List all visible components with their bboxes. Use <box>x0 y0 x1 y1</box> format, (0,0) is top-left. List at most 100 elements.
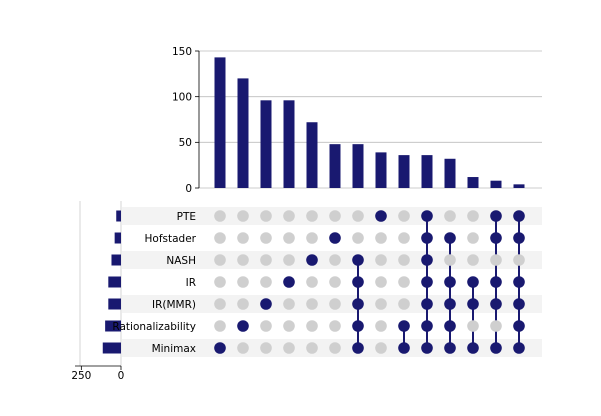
matrix-dot-13-3 <box>513 276 525 288</box>
matrix-dot-13-1 <box>513 232 525 244</box>
set-label-5: Rationalizability <box>112 321 196 333</box>
matrix-dot-0-0 <box>214 210 226 222</box>
intersection-bar-11 <box>467 177 479 188</box>
matrix-dot-12-6 <box>490 342 502 354</box>
set-size-bar-5 <box>105 320 121 332</box>
matrix-dot-5-4 <box>329 298 341 310</box>
set-label-1: Hofstader <box>145 233 197 245</box>
matrix-dot-3-3 <box>283 276 295 288</box>
matrix-dot-4-0 <box>306 210 318 222</box>
set-label-3: IR <box>186 277 196 289</box>
intersection-bar-1 <box>237 78 249 188</box>
matrix-dot-8-0 <box>398 210 410 222</box>
matrix-dot-11-5 <box>467 320 479 332</box>
matrix-dot-10-2 <box>444 254 456 266</box>
matrix-dot-6-2 <box>352 254 364 266</box>
matrix-dot-13-2 <box>513 254 525 266</box>
matrix-dot-2-5 <box>260 320 272 332</box>
matrix-dot-10-5 <box>444 320 456 332</box>
matrix-dot-10-3 <box>444 276 456 288</box>
matrix-dot-13-0 <box>513 210 525 222</box>
matrix-dot-9-6 <box>421 342 433 354</box>
matrix-dot-11-3 <box>467 276 479 288</box>
matrix-dot-8-5 <box>398 320 410 332</box>
matrix-dot-4-1 <box>306 232 318 244</box>
matrix-dot-12-5 <box>490 320 502 332</box>
matrix-dot-4-3 <box>306 276 318 288</box>
matrix-dot-5-2 <box>329 254 341 266</box>
matrix-dot-9-2 <box>421 254 433 266</box>
intersection-bar-8 <box>398 155 410 188</box>
matrix-dot-2-2 <box>260 254 272 266</box>
matrix-dot-1-4 <box>237 298 249 310</box>
matrix-dot-7-5 <box>375 320 387 332</box>
intersection-bar-9 <box>421 155 433 188</box>
matrix-dot-2-3 <box>260 276 272 288</box>
matrix-dot-1-5 <box>237 320 249 332</box>
y-tick-label-100: 100 <box>172 91 192 103</box>
matrix-dot-12-2 <box>490 254 502 266</box>
y-tick-label-150: 150 <box>172 46 192 58</box>
matrix-dot-3-1 <box>283 232 295 244</box>
matrix-dot-3-0 <box>283 210 295 222</box>
intersection-bar-0 <box>214 57 226 188</box>
matrix-dot-3-6 <box>283 342 295 354</box>
matrix-dot-6-5 <box>352 320 364 332</box>
matrix-dot-3-4 <box>283 298 295 310</box>
matrix-dot-1-6 <box>237 342 249 354</box>
matrix-dot-9-1 <box>421 232 433 244</box>
matrix-dot-5-5 <box>329 320 341 332</box>
matrix-dot-8-6 <box>398 342 410 354</box>
matrix-dot-4-5 <box>306 320 318 332</box>
matrix-dot-12-0 <box>490 210 502 222</box>
matrix-dot-0-1 <box>214 232 226 244</box>
chart-axes: 0 50 100 150 250 0 <box>71 46 200 382</box>
matrix-dot-10-6 <box>444 342 456 354</box>
matrix-dot-9-5 <box>421 320 433 332</box>
matrix-dot-1-3 <box>237 276 249 288</box>
matrix-dot-7-2 <box>375 254 387 266</box>
matrix-dot-4-4 <box>306 298 318 310</box>
intersection-bars <box>214 57 525 188</box>
matrix-dot-8-2 <box>398 254 410 266</box>
matrix-dot-11-6 <box>467 342 479 354</box>
matrix-dot-10-4 <box>444 298 456 310</box>
intersection-bar-4 <box>306 122 318 188</box>
matrix-dot-3-2 <box>283 254 295 266</box>
set-labels: PTE Hofstader NASH IR IR(MMR) Rationalizabili… <box>112 211 196 355</box>
matrix-dot-11-2 <box>467 254 479 266</box>
set-size-bar-4 <box>108 298 121 310</box>
matrix-dot-12-3 <box>490 276 502 288</box>
matrix-dot-0-3 <box>214 276 226 288</box>
set-size-tick-label-0: 0 <box>118 370 125 382</box>
intersection-bar-13 <box>513 184 525 188</box>
matrix-dot-13-6 <box>513 342 525 354</box>
matrix-dot-6-1 <box>352 232 364 244</box>
intersection-bar-3 <box>283 100 295 188</box>
set-label-2: NASH <box>166 255 196 267</box>
matrix-dot-6-0 <box>352 210 364 222</box>
matrix-dot-3-5 <box>283 320 295 332</box>
matrix-dot-8-3 <box>398 276 410 288</box>
matrix-dot-10-1 <box>444 232 456 244</box>
matrix-dot-6-4 <box>352 298 364 310</box>
intersection-bar-5 <box>329 144 341 188</box>
matrix-dot-7-1 <box>375 232 387 244</box>
set-size-bar-2 <box>111 254 121 266</box>
matrix-dot-0-5 <box>214 320 226 332</box>
matrix-dot-11-1 <box>467 232 479 244</box>
matrix-dot-4-6 <box>306 342 318 354</box>
matrix-dot-2-6 <box>260 342 272 354</box>
matrix-dot-8-4 <box>398 298 410 310</box>
y-tick-label-0: 0 <box>185 183 192 195</box>
matrix-dot-1-0 <box>237 210 249 222</box>
matrix-dot-12-4 <box>490 298 502 310</box>
set-size-bar-1 <box>114 232 121 244</box>
matrix-dot-4-2 <box>306 254 318 266</box>
matrix-dot-2-4 <box>260 298 272 310</box>
matrix-dot-13-4 <box>513 298 525 310</box>
matrix-dot-10-0 <box>444 210 456 222</box>
matrix-dot-6-3 <box>352 276 364 288</box>
matrix-dot-5-6 <box>329 342 341 354</box>
set-label-4: IR(MMR) <box>152 299 196 311</box>
